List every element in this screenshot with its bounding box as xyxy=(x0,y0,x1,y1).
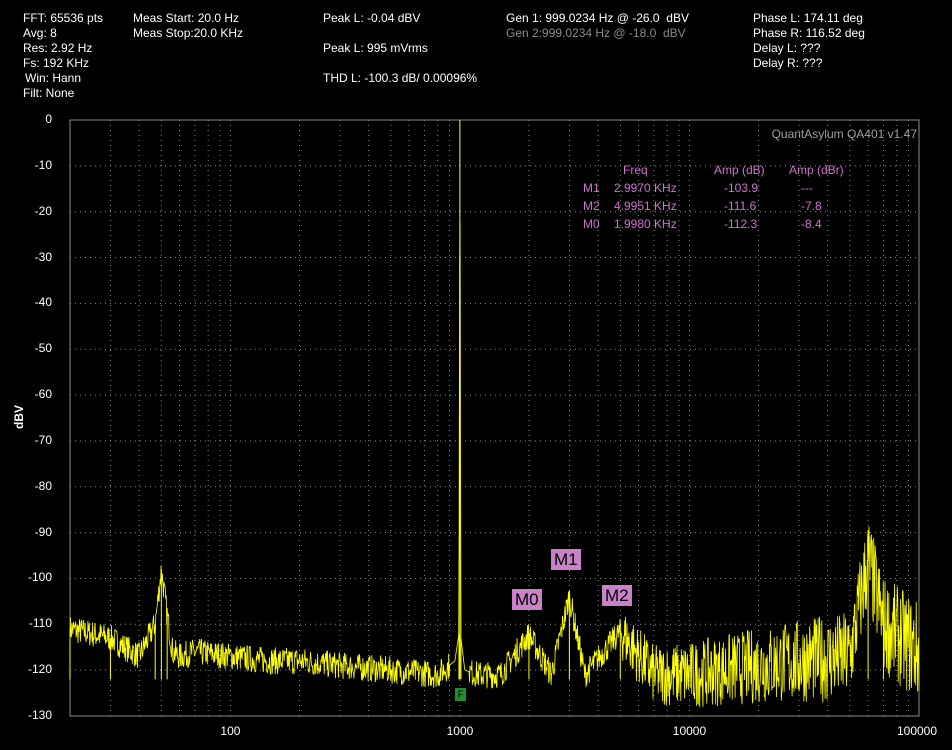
y-tick-label: -120 xyxy=(27,662,52,677)
marker-row-name: M0 xyxy=(583,217,600,231)
plot-frame xyxy=(69,119,920,717)
phase-r: Phase R: 116.52 deg xyxy=(753,26,865,40)
marker-row-freq: 2.9970 KHz xyxy=(614,181,677,195)
y-tick-label: -90 xyxy=(34,524,52,539)
x-tick-label: 10000 xyxy=(672,724,707,738)
x-tick-label: 1000 xyxy=(446,724,474,738)
y-tick-label: -20 xyxy=(34,203,52,218)
brand-label: QuantAsylum QA401 v1.47 xyxy=(771,127,917,141)
x-tick-label: 100000 xyxy=(896,724,938,738)
marker-row-amp-db: -103.9 xyxy=(724,181,759,195)
fundamental-marker[interactable]: F xyxy=(455,688,466,701)
y-tick-label: -100 xyxy=(27,570,52,585)
marker-m2-label[interactable]: M2 xyxy=(602,585,632,606)
marker-row-name: M2 xyxy=(583,199,600,213)
y-tick-label: -70 xyxy=(34,432,52,447)
spectrum-noise-trace xyxy=(69,222,920,708)
marker-row-amp-db: -111.6 xyxy=(724,199,757,213)
marker-m0-label[interactable]: M0 xyxy=(512,589,542,610)
marker-header-freq: Freq xyxy=(623,163,648,177)
y-tick-label: -10 xyxy=(34,157,52,172)
sample-rate: Fs: 192 KHz xyxy=(23,56,90,70)
x-tick-label: 100 xyxy=(220,724,241,738)
marker-row-amp-db: -112.3 xyxy=(724,217,758,231)
filter: Filt: None xyxy=(23,86,75,100)
y-axis-label: dBV xyxy=(12,405,26,429)
marker-m1-label[interactable]: M1 xyxy=(551,549,581,570)
meas-start: Meas Start: 20.0 Hz xyxy=(133,11,240,25)
meas-stop: Meas Stop:20.0 KHz xyxy=(133,26,244,40)
phase-l: Phase L: 174.11 deg xyxy=(753,11,863,25)
y-tick-label: 0 xyxy=(45,112,52,126)
y-tick-label: -130 xyxy=(27,708,52,722)
fft-points: FFT: 65536 pts xyxy=(23,11,104,25)
averages: Avg: 8 xyxy=(23,26,57,40)
resolution: Res: 2.92 Hz xyxy=(23,41,93,55)
marker-row-amp-dbr: -8.4 xyxy=(801,217,822,231)
marker-header-amp-dbr: Amp (dBr) xyxy=(789,163,844,177)
y-tick-label: -60 xyxy=(34,387,52,402)
y-tick-label: -110 xyxy=(28,616,52,631)
delay-l: Delay L: ??? xyxy=(753,41,821,55)
marker-row-amp-dbr: --- xyxy=(801,181,813,195)
y-tick-label: -80 xyxy=(34,478,52,493)
marker-header-amp-db: Amp (dB) xyxy=(714,163,765,177)
y-tick-label: -50 xyxy=(34,341,52,356)
y-tick-label: -30 xyxy=(34,249,52,264)
peak-l-dbv: Peak L: -0.04 dBV xyxy=(323,11,421,25)
spectrum-trace xyxy=(69,120,920,708)
thd-l: THD L: -100.3 dB/ 0.00096% xyxy=(323,71,478,85)
marker-row-amp-dbr: -7.8 xyxy=(801,199,822,213)
y-tick-label: -40 xyxy=(34,295,52,310)
peak-l-mvrms: Peak L: 995 mVrms xyxy=(323,41,428,55)
gen2-readout: Gen 2:999.0234 Hz @ -18.0 dBV xyxy=(506,26,686,40)
delay-r: Delay R: ??? xyxy=(753,56,823,70)
plot-grid xyxy=(69,119,920,717)
marker-row-freq: 4.9951 KHz xyxy=(614,199,677,213)
window-type: Win: Hann xyxy=(25,71,82,85)
marker-row-freq: 1.9980 KHz xyxy=(614,217,677,231)
gen1-readout: Gen 1: 999.0234 Hz @ -26.0 dBV xyxy=(506,11,689,25)
marker-row-name: M1 xyxy=(583,181,600,195)
